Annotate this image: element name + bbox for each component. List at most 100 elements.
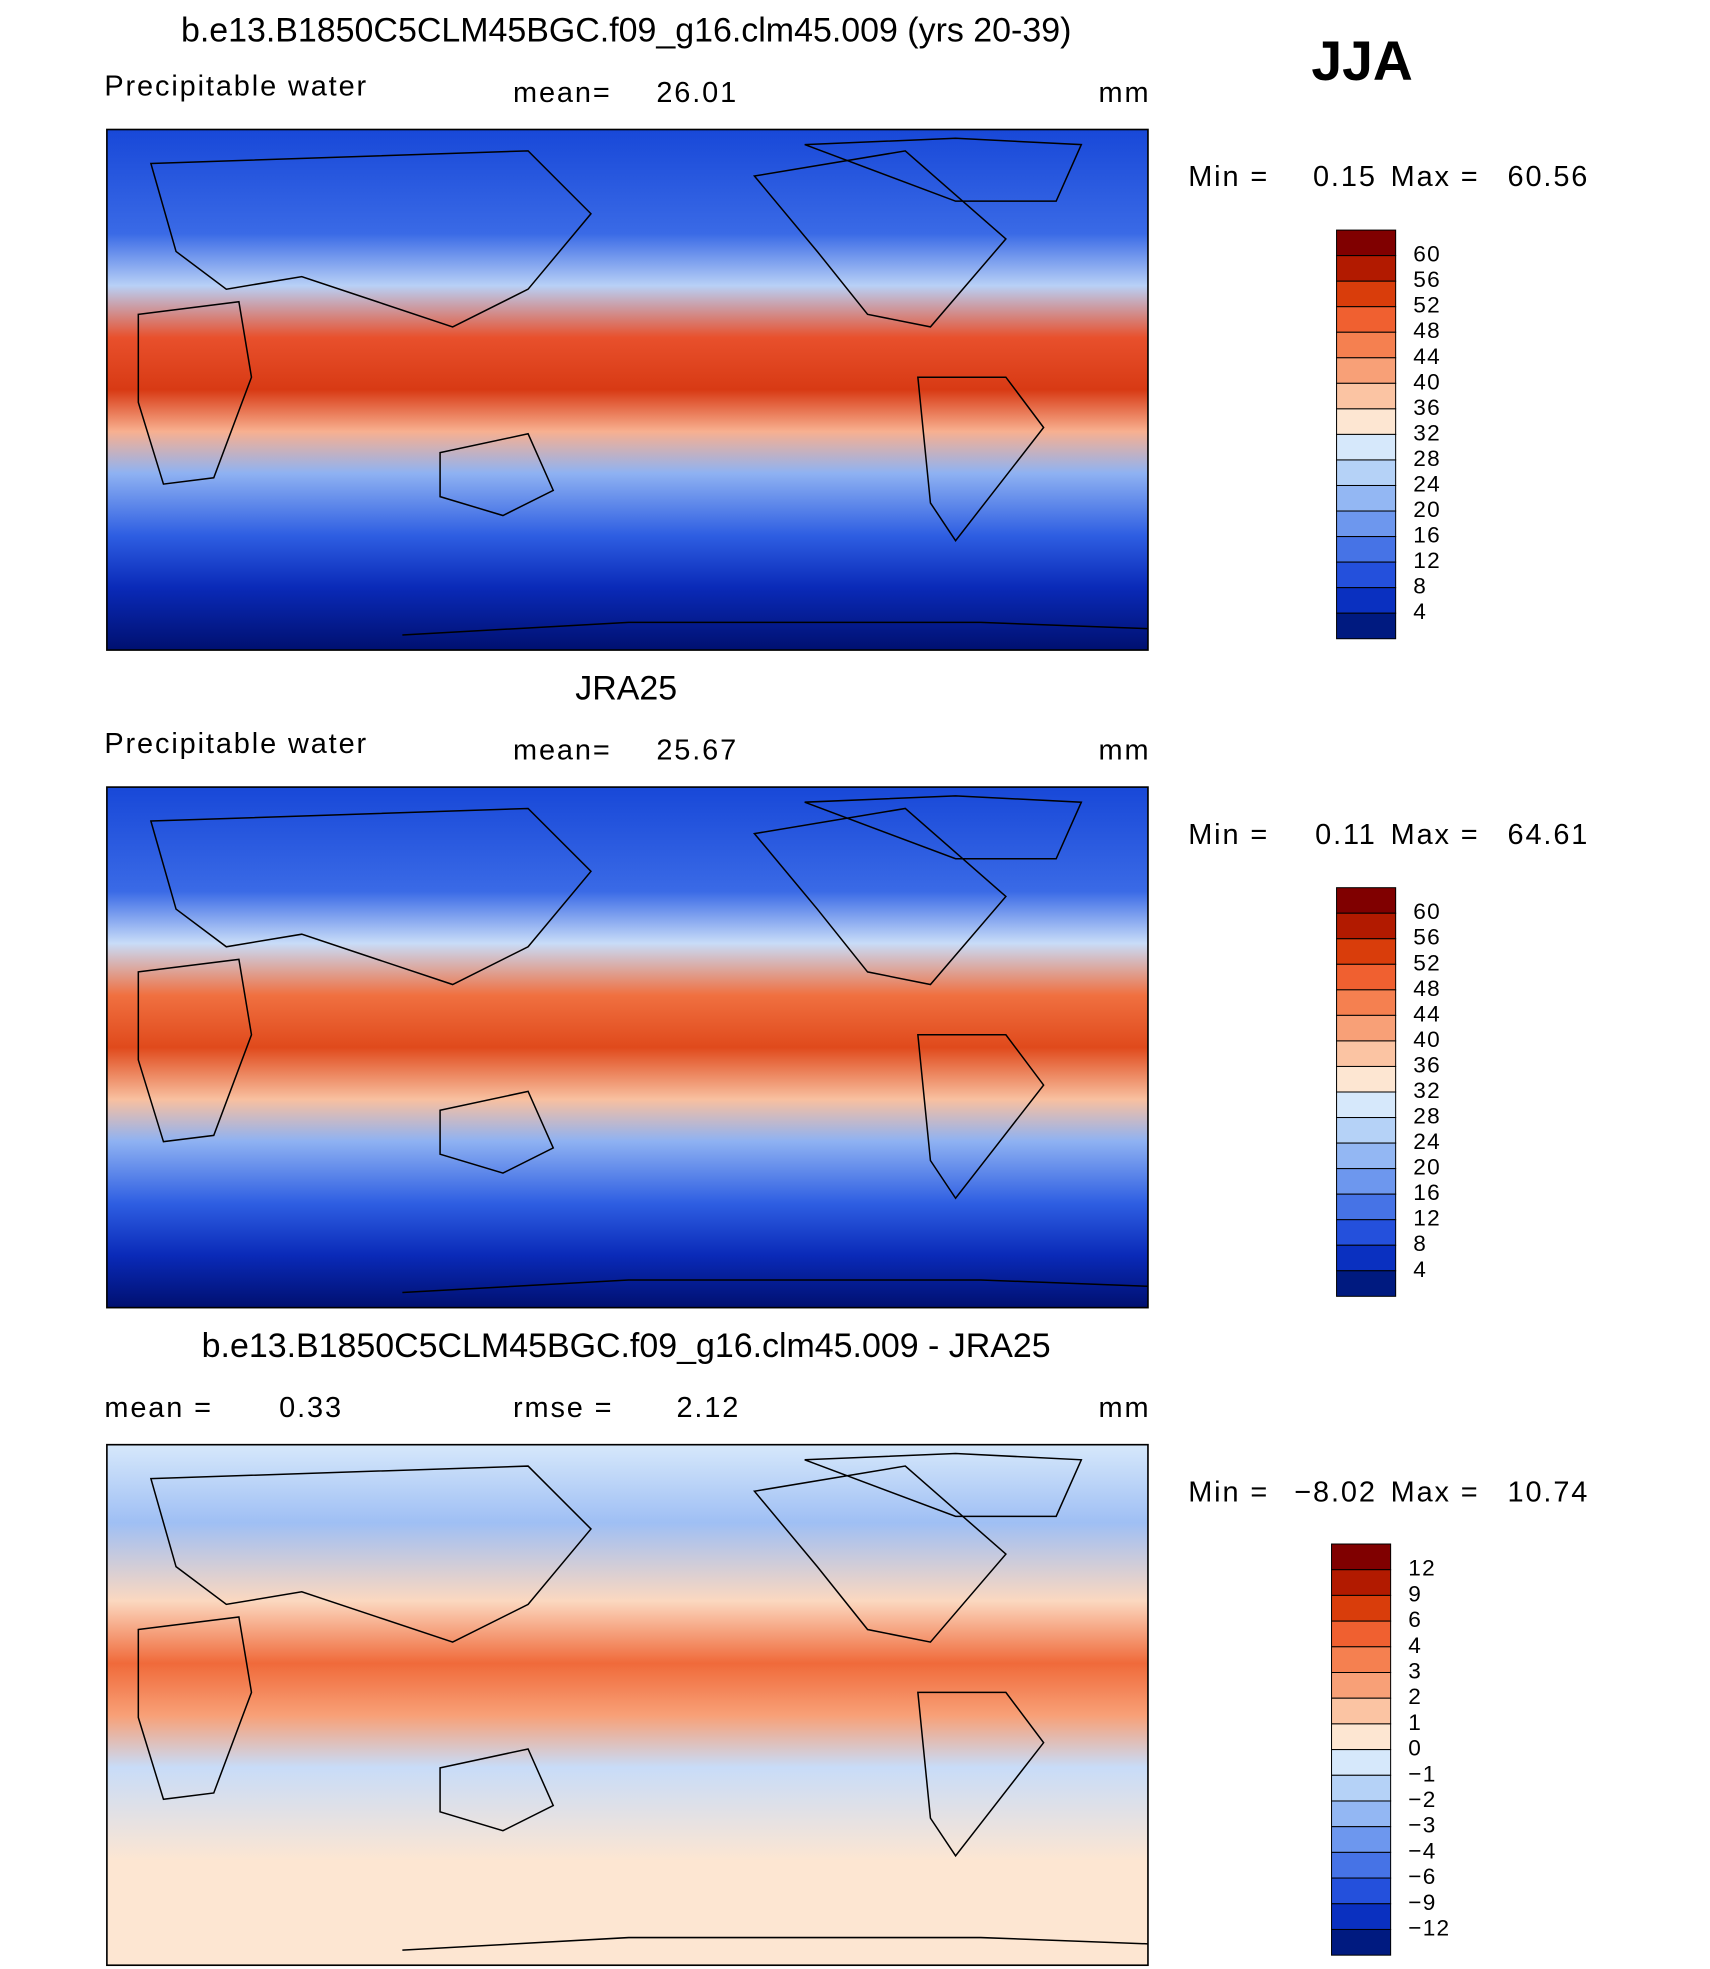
colorbar-swatch xyxy=(1336,433,1397,461)
colorbar-label: 3 xyxy=(1408,1658,1422,1683)
colorbar-swatch xyxy=(1336,963,1397,991)
colorbar-label: 4 xyxy=(1413,599,1427,624)
colorbar-swatch xyxy=(1336,1040,1397,1067)
colorbar-swatch xyxy=(1336,1142,1397,1170)
min-label: Min = xyxy=(1188,1476,1269,1508)
panel-title: JRA25 xyxy=(575,669,677,707)
colorbar-label: 24 xyxy=(1413,471,1441,496)
colorbar-swatch xyxy=(1331,1646,1392,1674)
colorbar-swatch xyxy=(1336,229,1397,257)
colorbar-swatch xyxy=(1336,612,1397,640)
colorbar-label: −12 xyxy=(1408,1915,1450,1940)
colorbar-label: 16 xyxy=(1413,523,1441,548)
colorbar-swatch xyxy=(1331,1877,1392,1905)
colorbar-label: 16 xyxy=(1413,1180,1441,1205)
colorbar-swatch xyxy=(1336,510,1397,538)
max-label: Max = xyxy=(1391,161,1480,193)
colorbar-label: 44 xyxy=(1413,344,1441,369)
map-field xyxy=(106,1444,1148,1966)
coastline xyxy=(752,807,1007,986)
colorbar-swatch xyxy=(1331,1543,1392,1571)
max-label: Max = xyxy=(1391,1476,1480,1508)
colorbar-label: 48 xyxy=(1413,976,1441,1001)
colorbar-label: 32 xyxy=(1413,1078,1441,1103)
colorbar-swatch xyxy=(1336,536,1397,563)
colorbar-swatch xyxy=(1336,561,1397,589)
colorbar-label: 1 xyxy=(1408,1710,1422,1735)
colorbar-swatch xyxy=(1336,408,1397,435)
center-value: 26.01 xyxy=(656,77,738,109)
coastline xyxy=(402,621,1148,636)
coastline xyxy=(137,1616,253,1801)
units: mm xyxy=(1099,1392,1151,1424)
colorbar-label: 52 xyxy=(1413,293,1441,318)
colorbar-label: 2 xyxy=(1408,1684,1422,1709)
center-label: mean= xyxy=(513,77,612,109)
min-value: −8.02 xyxy=(1294,1476,1377,1508)
colorbar-label: 4 xyxy=(1413,1257,1427,1282)
left-label: mean = xyxy=(104,1392,213,1424)
colorbar-label: −6 xyxy=(1408,1864,1436,1889)
colorbar-swatch xyxy=(1331,1723,1392,1751)
colorbar-label: 36 xyxy=(1413,395,1441,420)
colorbar-label: 48 xyxy=(1413,318,1441,343)
coastline xyxy=(402,1279,1148,1294)
colorbar-label: 56 xyxy=(1413,925,1441,950)
colorbar-swatch xyxy=(1331,1749,1392,1776)
colorbar-label: 8 xyxy=(1413,1231,1427,1256)
colorbar-label: 4 xyxy=(1408,1633,1422,1658)
colorbar-swatch xyxy=(1336,1168,1397,1195)
max-value: 10.74 xyxy=(1508,1476,1590,1508)
colorbar-label: 60 xyxy=(1413,242,1441,267)
colorbar-swatch xyxy=(1331,1800,1392,1828)
colorbar-label: 40 xyxy=(1413,1027,1441,1052)
colorbar-swatch xyxy=(1331,1594,1392,1622)
min-label: Min = xyxy=(1188,161,1269,193)
colorbar-label: −4 xyxy=(1408,1838,1436,1863)
map-field xyxy=(106,129,1148,651)
colorbar-swatch xyxy=(1336,1117,1397,1144)
colorbar-label: 28 xyxy=(1413,446,1441,471)
center-label: rmse = xyxy=(513,1392,613,1424)
coastline xyxy=(149,150,592,328)
colorbar-label: 40 xyxy=(1413,369,1441,394)
coastline xyxy=(804,795,1083,860)
colorbar-swatch xyxy=(1331,1569,1392,1596)
colorbar-label: 12 xyxy=(1413,1206,1441,1231)
colorbar-swatch xyxy=(1336,1193,1397,1221)
colorbar-label: 24 xyxy=(1413,1129,1441,1154)
colorbar-swatch xyxy=(1331,1671,1392,1699)
colorbar-label: 20 xyxy=(1413,1155,1441,1180)
colorbar-swatch xyxy=(1336,255,1397,282)
colorbar-label: 28 xyxy=(1413,1104,1441,1129)
colorbar-label: −2 xyxy=(1408,1787,1436,1812)
season: JJA xyxy=(1311,30,1412,92)
coastline xyxy=(439,432,555,517)
colorbar-swatch xyxy=(1336,1065,1397,1093)
panel-title: b.e13.B1850C5CLM45BGC.f09_g16.clm45.009 … xyxy=(181,12,1071,50)
colorbar-label: 12 xyxy=(1408,1556,1436,1581)
map-field xyxy=(106,787,1148,1308)
coastline xyxy=(402,1936,1148,1951)
center-value: 2.12 xyxy=(676,1392,740,1424)
colorbar-label: 20 xyxy=(1413,497,1441,522)
colorbar-label: 36 xyxy=(1413,1052,1441,1077)
colorbar-swatch xyxy=(1336,280,1397,308)
left-label: Precipitable water xyxy=(104,728,368,760)
colorbar-swatch xyxy=(1336,587,1397,614)
coastline xyxy=(917,1691,1045,1858)
min-label: Min = xyxy=(1188,819,1269,851)
max-value: 60.56 xyxy=(1508,161,1590,193)
center-value: 25.67 xyxy=(656,735,738,767)
colorbar-swatch xyxy=(1336,357,1397,384)
map-frame xyxy=(106,128,1149,651)
colorbar-swatch xyxy=(1331,1826,1392,1853)
colorbar-swatch xyxy=(1331,1620,1392,1648)
colorbar-swatch xyxy=(1331,1774,1392,1802)
units: mm xyxy=(1099,735,1151,767)
colorbar-swatch xyxy=(1336,887,1397,914)
colorbar-label: 60 xyxy=(1413,899,1441,924)
colorbar-swatch xyxy=(1331,1851,1392,1879)
